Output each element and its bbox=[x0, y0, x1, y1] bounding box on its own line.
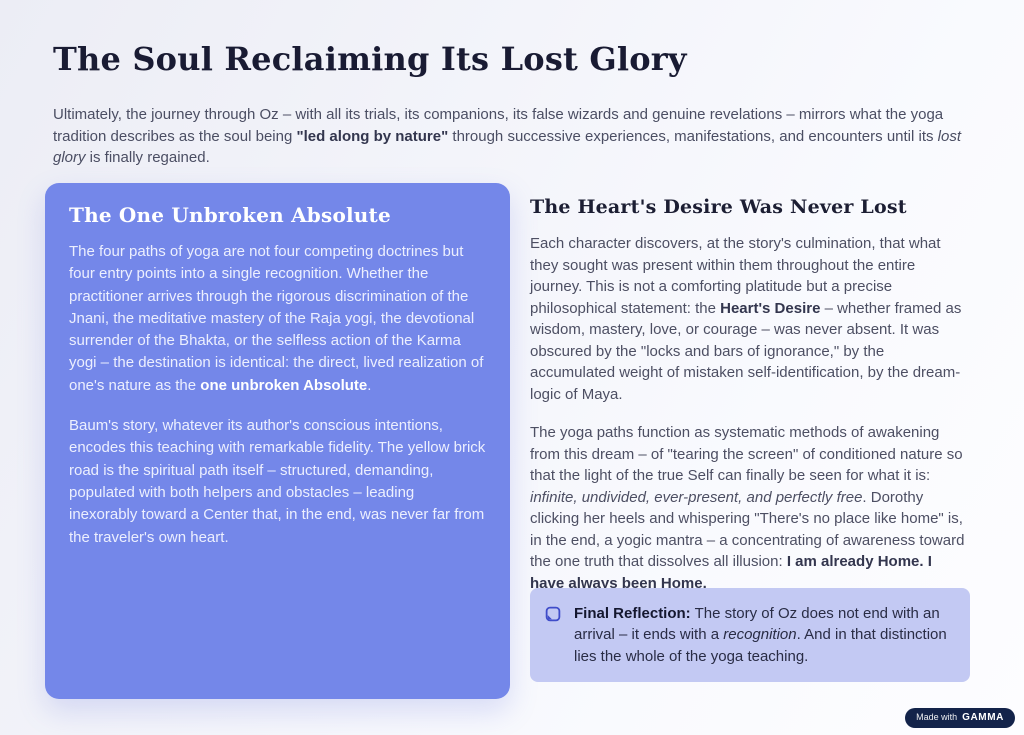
right-text: The yoga paths function as systematic me… bbox=[530, 424, 963, 484]
right-paragraph-2: The yoga paths function as systematic me… bbox=[530, 422, 970, 594]
callout-body: . And in that distinction lies the whole… bbox=[574, 626, 947, 665]
gamma-logo: GAMMA bbox=[962, 712, 1004, 723]
final-reflection-callout: Final Reflection: The story of Oz does n… bbox=[530, 588, 970, 682]
right-italic: infinite, undivided, ever-present, and p… bbox=[530, 488, 863, 506]
left-card-paragraph-2: Baum's story, whatever its author's cons… bbox=[69, 417, 486, 546]
intro-text: is finally regained. bbox=[85, 149, 210, 166]
callout-text: Final Reflection: The story of Oz does n… bbox=[574, 603, 952, 667]
left-card-text: . bbox=[367, 376, 372, 394]
callout-italic: recognition bbox=[723, 626, 797, 644]
right-text: . Dorothy clicking her heels and whisper… bbox=[530, 488, 965, 571]
intro-text: Ultimately, the journey through Oz – wit… bbox=[53, 106, 944, 145]
badge-prefix: Made with bbox=[916, 712, 958, 722]
right-column-heading: The Heart's Desire Was Never Lost bbox=[530, 196, 907, 218]
made-with-gamma-badge[interactable]: Made with GAMMA bbox=[905, 708, 1015, 728]
left-card-bold: one unbroken Absolute bbox=[200, 376, 368, 394]
intro-paragraph: Ultimately, the journey through Oz – wit… bbox=[53, 104, 975, 169]
left-card-text: The four paths of yoga are not four comp… bbox=[69, 243, 484, 394]
callout-body: The story of Oz does not end with an arr… bbox=[574, 605, 940, 644]
intro-italic: lost glory bbox=[53, 127, 962, 167]
callout-label: Final Reflection: bbox=[574, 605, 691, 622]
intro-bold: "led along by nature" bbox=[296, 127, 449, 145]
left-card-heading: The One Unbroken Absolute bbox=[69, 203, 391, 227]
left-card-paragraph-1: The four paths of yoga are not four comp… bbox=[69, 241, 486, 397]
note-icon bbox=[545, 606, 561, 622]
right-text: – whether framed as wisdom, mastery, lov… bbox=[530, 299, 962, 403]
right-text: Each character discovers, at the story's… bbox=[530, 235, 941, 317]
right-bold: Heart's Desire bbox=[720, 299, 821, 317]
right-bold: I am already Home. I have always been Ho… bbox=[530, 553, 932, 592]
right-column: The Heart's Desire Was Never Lost Each c… bbox=[530, 196, 970, 611]
page-title: The Soul Reclaiming Its Lost Glory bbox=[53, 40, 687, 78]
right-paragraph-1: Each character discovers, at the story's… bbox=[530, 233, 970, 405]
intro-text: through successive experiences, manifest… bbox=[448, 127, 938, 145]
left-accent-card: The One Unbroken Absolute The four paths… bbox=[45, 183, 510, 699]
